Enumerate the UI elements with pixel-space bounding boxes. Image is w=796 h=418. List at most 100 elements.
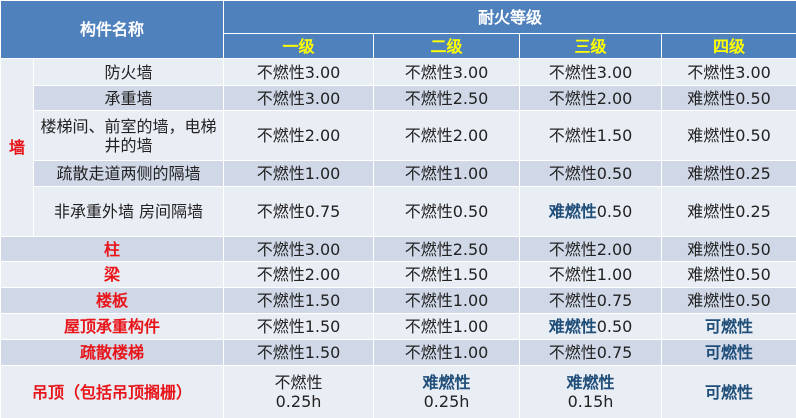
material-class: 不燃性 — [256, 164, 305, 183]
material-class: 不燃性 — [404, 343, 453, 362]
component-name: 疏散楼梯 — [0, 339, 225, 366]
rating-cell: 不燃性3.00 — [519, 58, 663, 86]
material-class: 不燃性 — [404, 265, 453, 284]
fire-resistance-hours: 1.50 — [596, 126, 633, 145]
rating-cell: 不燃性 0.25h — [223, 365, 375, 418]
component-name: 柱 — [0, 236, 225, 262]
material-class: 可燃性 — [705, 317, 754, 336]
material-class: 不燃性 — [404, 239, 453, 259]
header-level-4: 四级 — [661, 33, 796, 59]
header-fire-rating: 耐火等级 — [223, 0, 796, 34]
rating-cell: 不燃性0.75 — [519, 287, 663, 314]
material-class: 难燃性 — [687, 126, 736, 145]
rating-cell: 难燃性0.50 — [661, 85, 796, 111]
fire-resistance-hours: 1.00 — [452, 343, 489, 362]
rating-cell: 难燃性0.25 — [661, 186, 796, 237]
rating-cell: 难燃性 0.15h — [519, 365, 663, 418]
fire-resistance-hours: 3.00 — [735, 62, 771, 82]
table-row: 疏散楼梯 不燃性1.50 不燃性1.00 不燃性0.75 可燃性 — [0, 339, 796, 366]
fire-resistance-hours: 1.50 — [304, 291, 341, 310]
rating-cell: 不燃性3.00 — [661, 58, 796, 86]
rating-cell: 不燃性1.00 — [519, 261, 663, 288]
fire-resistance-hours: 0.75 — [596, 291, 633, 310]
header-level-1: 一级 — [223, 33, 375, 59]
header-level-3: 三级 — [519, 33, 663, 59]
fire-resistance-hours: 2.00 — [304, 126, 341, 145]
fire-resistance-hours: 2.00 — [452, 126, 489, 145]
material-class: 不燃性 — [256, 62, 305, 82]
rating-cell: 不燃性1.00 — [373, 339, 521, 366]
rating-cell: 不燃性1.00 — [373, 160, 521, 187]
rating-cell: 不燃性2.00 — [519, 236, 663, 262]
fire-resistance-hours: 3.00 — [304, 88, 341, 108]
fire-resistance-hours: 2.50 — [452, 88, 489, 108]
rating-cell: 可燃性 — [661, 313, 796, 340]
rating-cell: 难燃性 0.25h — [373, 365, 521, 418]
fire-resistance-hours: 1.00 — [452, 291, 489, 310]
material-class: 不燃性 — [548, 265, 597, 284]
component-name: 承重墙 — [32, 85, 225, 111]
rating-cell: 难燃性0.50 — [661, 261, 796, 288]
table-row: 墙防火墙 不燃性3.00 不燃性3.00 不燃性3.00 不燃性3.00 — [0, 58, 796, 237]
component-name: 吊顶（包括吊顶搁栅） — [0, 365, 225, 418]
fire-resistance-hours: 1.00 — [452, 164, 489, 183]
material-class: 不燃性 — [548, 62, 597, 82]
fire-resistance-hours: 2.00 — [596, 239, 633, 259]
material-class: 不燃性 — [548, 239, 597, 259]
rating-cell: 不燃性1.50 — [223, 287, 375, 314]
rating-cell: 不燃性0.75 — [223, 186, 375, 237]
rating-cell: 难燃性0.50 — [661, 110, 796, 161]
rating-cell: 不燃性3.00 — [223, 58, 375, 86]
fire-resistance-hours: 0.50 — [596, 317, 633, 336]
header-level-2: 二级 — [373, 33, 521, 59]
header-component-name: 构件名称 — [0, 0, 225, 59]
material-class: 不燃性 — [687, 62, 736, 82]
material-class: 难燃性 — [687, 164, 736, 183]
table-row: 楼梯间、前室的墙，电梯井的墙 不燃性2.00 不燃性2.00 不燃性1.50 难燃性0.… — [1, 110, 796, 161]
component-name: 屋顶承重构件 — [0, 313, 225, 340]
material-class: 不燃性 — [256, 202, 305, 221]
material-class: 不燃性 — [256, 291, 305, 310]
component-name: 疏散走道两侧的隔墙 — [32, 160, 225, 187]
material-class: 不燃性 — [404, 88, 453, 108]
rating-cell: 难燃性0.50 — [519, 313, 663, 340]
fire-resistance-hours: 2.50 — [452, 239, 489, 259]
material-class: 不燃性 — [548, 88, 597, 108]
component-name: 防火墙 — [32, 58, 225, 86]
rating-cell: 不燃性2.00 — [373, 110, 521, 161]
material-class: 难燃性 — [548, 317, 597, 336]
material-class: 不燃性 — [548, 343, 597, 362]
rating-cell: 可燃性 — [661, 365, 796, 418]
fire-resistance-hours: 3.00 — [304, 239, 341, 259]
rating-cell: 不燃性3.00 — [223, 85, 375, 111]
fire-resistance-hours: 1.50 — [304, 343, 341, 362]
fire-resistance-hours: 2.00 — [596, 88, 633, 108]
fire-resistance-hours: 0.50 — [735, 239, 771, 259]
fire-resistance-hours: 0.50 — [596, 202, 633, 221]
material-class: 不燃性 — [548, 164, 597, 183]
rating-cell: 不燃性1.00 — [373, 287, 521, 314]
rating-cell: 不燃性0.50 — [373, 186, 521, 237]
fire-resistance-hours: 1.00 — [596, 265, 633, 284]
material-class: 不燃性 — [404, 62, 453, 82]
fire-resistance-hours: 3.00 — [304, 62, 341, 82]
material-class: 不燃性 — [548, 126, 597, 145]
fire-resistance-hours: 0.50 — [735, 126, 771, 145]
table-row: 楼板 不燃性1.50 不燃性1.00 不燃性0.75 难燃性0.50 — [0, 287, 796, 314]
rating-cell: 不燃性2.00 — [223, 261, 375, 288]
rating-cell: 不燃性3.00 — [373, 58, 521, 86]
material-class: 不燃性 — [548, 291, 597, 310]
fire-resistance-hours: 1.00 — [452, 317, 489, 336]
rating-cell: 不燃性0.50 — [519, 160, 663, 187]
material-class: 不燃性 — [274, 373, 323, 392]
fire-resistance-hours: 0.50 — [735, 291, 771, 310]
component-name: 梁 — [0, 261, 225, 288]
rating-cell: 不燃性1.50 — [373, 261, 521, 288]
material-class: 难燃性 — [548, 202, 597, 221]
rating-cell: 难燃性0.25 — [661, 160, 796, 187]
material-class: 不燃性 — [256, 239, 305, 259]
material-class: 不燃性 — [404, 291, 453, 310]
table-row: 承重墙 不燃性3.00 不燃性2.50 不燃性2.00 难燃性0.50 — [1, 85, 796, 111]
